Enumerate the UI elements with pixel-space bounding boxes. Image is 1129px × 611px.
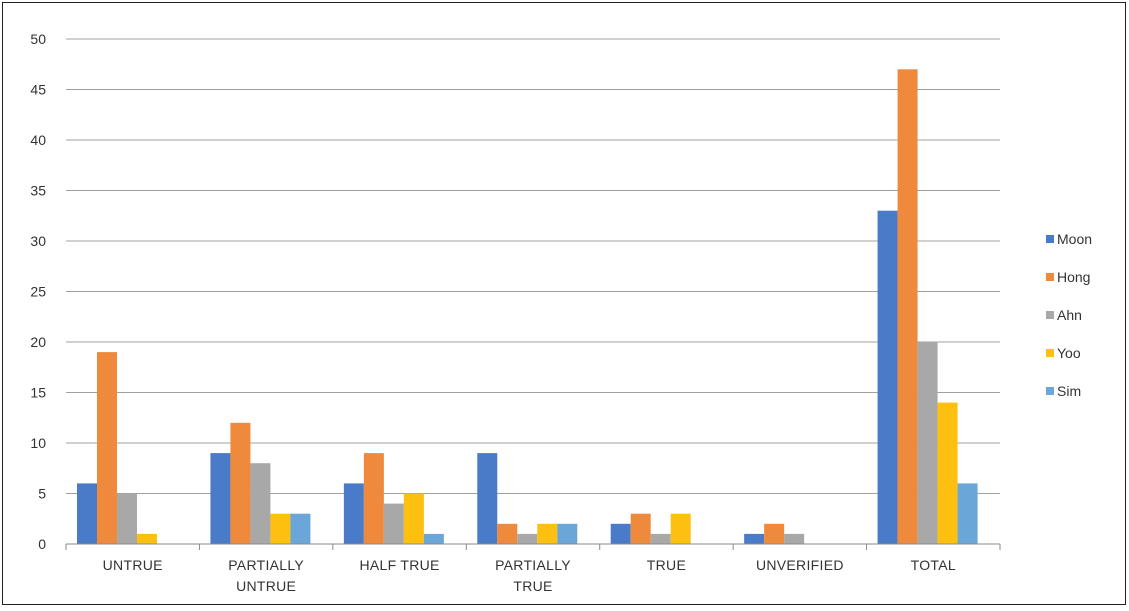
- bar-yoo: [537, 523, 558, 544]
- legend-label: Sim: [1057, 383, 1081, 399]
- legend-swatch: [1046, 311, 1054, 319]
- legend-item-hong: Hong: [1046, 269, 1090, 285]
- x-category-label: PARTIALLY: [228, 557, 304, 573]
- bar-moon: [210, 453, 231, 544]
- bar-hong: [230, 422, 251, 544]
- x-category-label: TOTAL: [911, 557, 956, 573]
- bar-hong: [764, 523, 785, 544]
- x-category-label: PARTIALLY: [495, 557, 571, 573]
- bar-ahn: [383, 503, 404, 544]
- bar-yoo: [403, 493, 424, 544]
- legend-label: Ahn: [1057, 307, 1082, 323]
- x-category-label: UNTRUE: [103, 557, 163, 573]
- legend-label: Moon: [1057, 231, 1092, 247]
- bar-moon: [610, 523, 631, 544]
- bar-ahn: [650, 533, 671, 544]
- x-category-label: UNVERIFIED: [756, 557, 844, 573]
- legend-swatch: [1046, 349, 1054, 357]
- x-category-label: TRUE: [513, 578, 552, 594]
- y-tick-label: 45: [30, 82, 46, 98]
- y-tick-label: 35: [30, 183, 46, 199]
- bars: [77, 69, 978, 545]
- bar-hong: [897, 69, 918, 545]
- y-tick-label: 0: [38, 536, 46, 552]
- bar-sim: [957, 483, 978, 544]
- bar-yoo: [137, 533, 157, 544]
- bar-ahn: [784, 533, 805, 544]
- bar-ahn: [250, 463, 271, 544]
- y-tick-label: 10: [30, 435, 46, 451]
- legend-item-ahn: Ahn: [1046, 307, 1082, 323]
- bar-moon: [77, 483, 97, 544]
- y-tick-label: 40: [30, 132, 46, 148]
- legend-swatch: [1046, 273, 1054, 281]
- bar-sim: [423, 533, 444, 544]
- legend: Moon Hong Ahn Yoo Sim: [1046, 231, 1092, 399]
- y-tick-label: 25: [30, 284, 46, 300]
- x-axis: UNTRUE PARTIALLY UNTRUE HALF TRUE PARTIALLY T…: [65, 543, 1001, 594]
- bar-moon: [877, 210, 898, 544]
- legend-label: Hong: [1057, 269, 1090, 285]
- bar-hong: [497, 523, 518, 544]
- bar-hong: [363, 453, 384, 544]
- bar-hong: [97, 352, 117, 544]
- legend-swatch: [1046, 387, 1054, 395]
- y-tick-label: 50: [30, 31, 46, 47]
- legend-item-sim: Sim: [1046, 383, 1081, 399]
- bar-ahn: [917, 342, 938, 544]
- x-category-label: TRUE: [647, 557, 686, 573]
- x-category-label: HALF TRUE: [359, 557, 439, 573]
- bar-moon: [744, 533, 765, 544]
- x-category-label: UNTRUE: [236, 578, 296, 594]
- y-tick-label: 30: [30, 233, 46, 249]
- legend-label: Yoo: [1057, 345, 1081, 361]
- y-tick-label: 15: [30, 385, 46, 401]
- bar-ahn: [117, 493, 137, 544]
- bar-sim: [557, 523, 578, 544]
- y-axis: 0 5 10 15 20 25 30 35 40 45 50: [30, 31, 46, 552]
- gridlines: [66, 38, 1000, 545]
- bar-sim: [290, 513, 311, 544]
- legend-item-yoo: Yoo: [1046, 345, 1081, 361]
- bar-ahn: [517, 533, 538, 544]
- bar-yoo: [937, 402, 958, 544]
- y-tick-label: 20: [30, 334, 46, 350]
- legend-swatch: [1046, 235, 1054, 243]
- bar-moon: [343, 483, 364, 544]
- legend-item-moon: Moon: [1046, 231, 1092, 247]
- y-tick-label: 5: [38, 486, 46, 502]
- bar-yoo: [670, 513, 691, 544]
- bar-moon: [477, 453, 498, 544]
- bar-hong: [630, 513, 651, 544]
- bar-yoo: [270, 513, 291, 544]
